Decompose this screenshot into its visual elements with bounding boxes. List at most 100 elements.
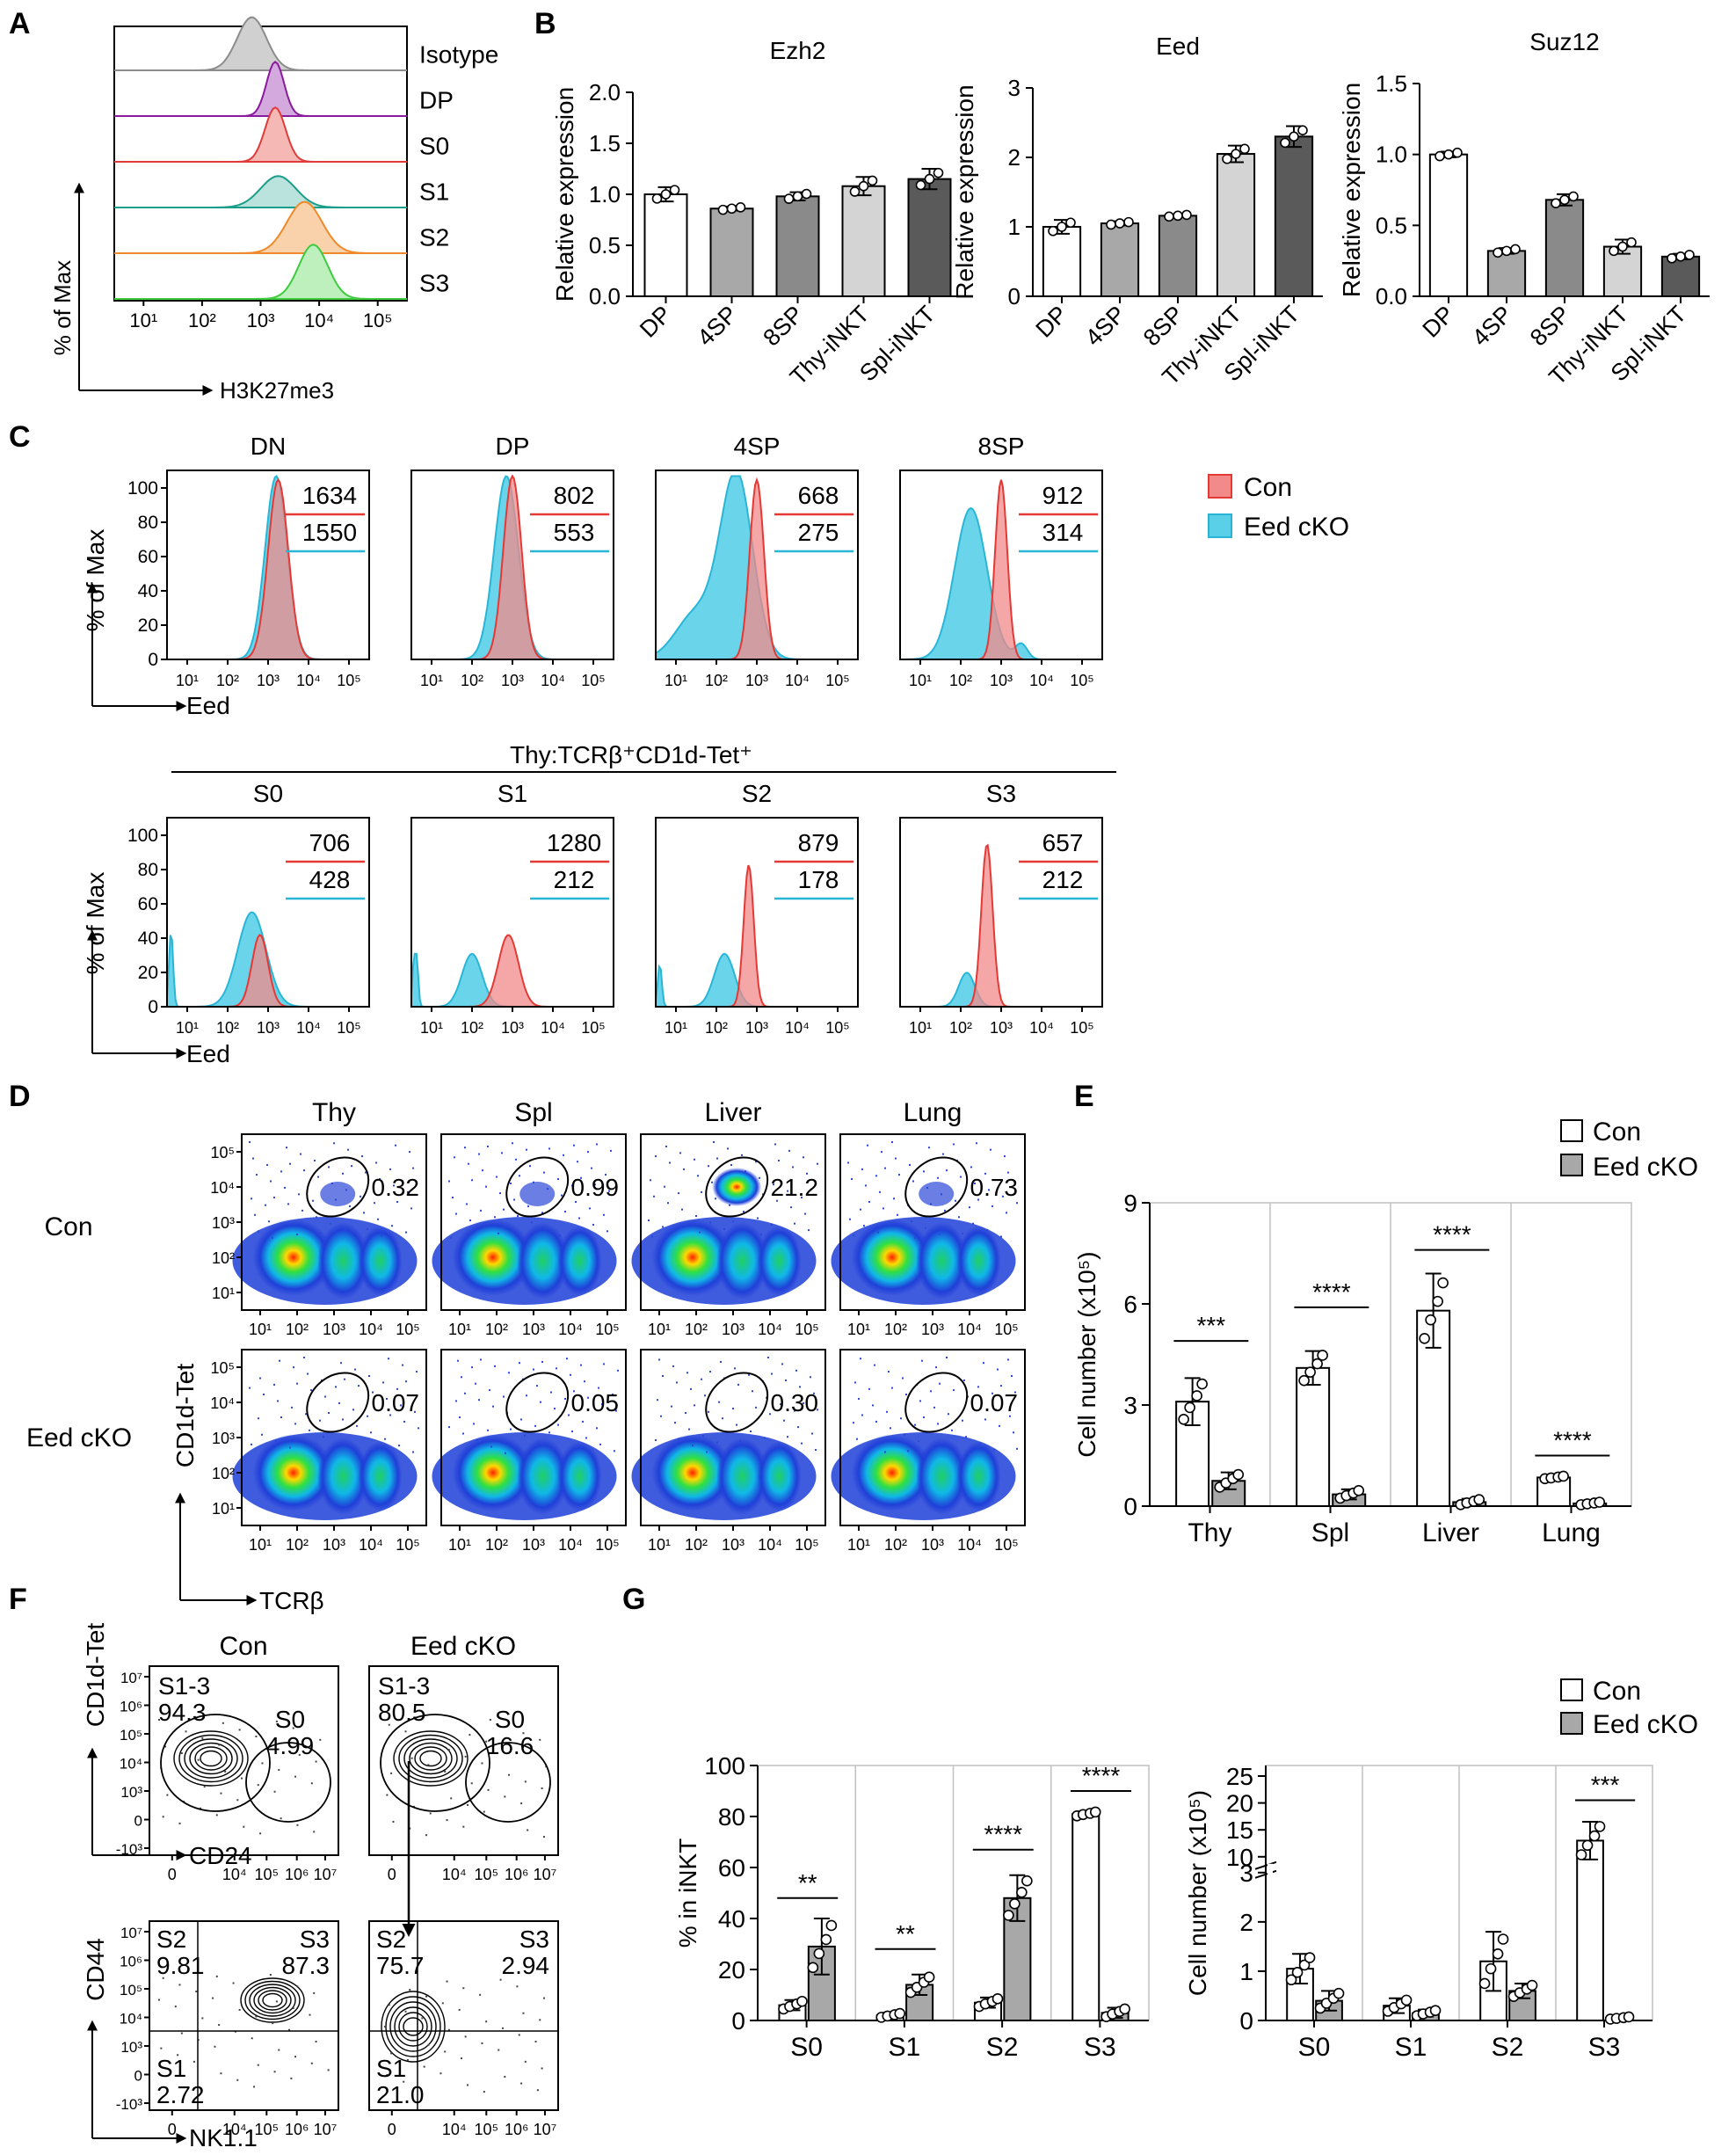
scatter-dot [201,1736,204,1739]
data-point [1181,209,1192,221]
x-tick-label: 10² [216,1019,239,1037]
row-label-S3: S3 [419,270,449,297]
data-point [1617,241,1628,252]
scatter-dot [501,1152,503,1154]
x-tick-label: 10⁴ [957,1536,982,1554]
y-tick-label: 1.5 [589,130,621,157]
scatter-dot [736,1423,737,1426]
scatter-dot [568,1414,570,1416]
data-point [1115,218,1125,229]
scatter-dot [694,1404,695,1407]
population-main [651,1219,733,1296]
x-tick-label: 10² [216,672,239,689]
x-tick-label: 10⁷ [314,1866,338,1883]
x-axis-title: NK1.1 [189,2124,258,2151]
scatter-dot [273,1197,275,1199]
scatter-dot [333,1142,335,1145]
column-title-Lung: Lung [904,1098,962,1127]
scatter-dot [1013,1431,1014,1434]
x-tick-label: 10³ [257,672,280,689]
scatter-dot [795,1369,797,1372]
x-tick-label: 10⁵ [255,1866,279,1883]
scatter-dot [552,1447,554,1450]
scatter-dot [1002,1195,1004,1198]
data-point [1285,1974,1297,1986]
scatter-dot [298,1193,300,1196]
scatter-dot [386,1794,389,1796]
scatter-dot [255,1736,258,1738]
scatter-dot [856,1438,858,1440]
scatter-dot [471,1366,473,1369]
scatter-dot [421,2017,424,2020]
scatter-dot [780,1403,781,1406]
scatter-dot [801,1442,803,1445]
population-tcr [317,1222,369,1300]
scatter-dot [294,1423,296,1425]
scatter-dot [536,1385,538,1387]
scatter-dot [564,1397,566,1400]
scatter-dot [847,1161,849,1164]
scatter-dot [817,1409,818,1411]
bar-Spl-iNKT [1274,135,1314,297]
scatter-dot [461,1376,462,1379]
scatter-dot [1000,1235,1002,1238]
scatter-dot [746,1227,748,1229]
x-tick-label: 10³ [501,672,524,689]
histogram-panel-DN: DN 1634 1550 10¹ 10² 10³ 10⁴ 10⁵ [166,433,370,689]
data-point [1551,198,1561,208]
scatter-dot [773,1183,774,1186]
y-tick-label: 60 [138,894,158,914]
scatter-dot [743,1211,745,1213]
panel-letter: G [622,1583,645,1616]
scatter-dot [886,1410,888,1413]
data-point [1239,143,1250,155]
population-tcr-hi [557,1226,602,1296]
quadrant-value: 87.3 [282,1952,330,1979]
scatter-dot [361,1155,363,1158]
data-point [1057,222,1067,232]
scatter-dot [386,2074,389,2077]
scatter-dot [265,1450,266,1452]
scatter-dot [174,2006,177,2008]
chart-G1: 0 20 40 60 80 100 % in iNKT ** S0 ** S1 **** S2 **** S… [674,1752,1150,2062]
scatter-dot [697,1175,699,1177]
x-tick-label: 10⁵ [581,672,605,689]
scatter-dot [534,2041,537,2043]
y-tick-label: 10² [212,1249,235,1267]
scatter-dot [197,1758,200,1761]
histogram-title: S1 [498,780,527,807]
scatter-dot [466,1203,468,1205]
scatter-dot [769,1413,771,1416]
y-tick-label: 80 [138,513,158,533]
x-tick-label: 10² [188,309,216,331]
data-point [792,191,803,202]
x-tick-label: 10¹ [249,1321,272,1338]
scatter-dot [342,1418,344,1421]
scatter-dot [392,1820,395,1823]
scatter-dot [709,1221,711,1224]
scatter-dot [396,1200,398,1203]
data-point [1222,153,1232,164]
scatter-dot [232,1982,235,1984]
scatter-dot [284,1186,286,1189]
scatter-dot [561,1194,563,1197]
group-title: Thy:TCRβ⁺CD1d-Tet⁺ [510,741,752,768]
dot-plot: 0.30 10¹ 10² 10³ 10⁴ 10⁵ [631,1349,826,1554]
contour-line [419,1750,442,1767]
scatter-dot [935,1366,937,1369]
x-tick-label: 10⁴ [541,1019,565,1037]
data-point [1173,210,1183,222]
chart-title: Suz12 [1529,28,1599,55]
histogram-panel-DP: DP 802 553 10¹ 10² 10³ 10⁴ 10⁵ [410,433,614,689]
gate-value: 4.99 [266,1732,315,1759]
scatter-dot [292,1727,294,1729]
scatter-dot [686,1372,688,1374]
scatter-dot [965,1436,967,1438]
data-point [1684,250,1695,260]
scatter-dot [278,1769,280,1772]
x-tick-label: Liver [1422,1518,1479,1547]
scatter-dot [704,1394,706,1397]
x-tick-label: 10⁵ [994,1321,1018,1338]
dot-plot: 0.07 10¹ 10² 10³ 10⁴ 10⁵ 10¹ 10² 10³ 10⁴ 10⁵ [210,1349,427,1554]
scatter-dot [955,1199,956,1202]
